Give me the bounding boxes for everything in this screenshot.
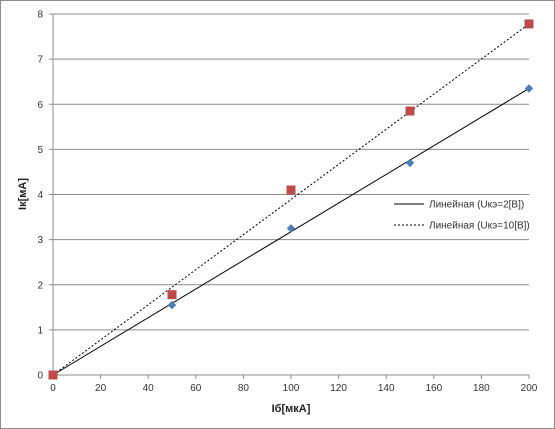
y-tick-label: 4	[37, 190, 43, 201]
data-point-square	[48, 370, 58, 380]
y-axis-title: Iк[мА]	[17, 178, 29, 210]
x-tick-label: 160	[425, 383, 442, 394]
data-point-square	[167, 290, 177, 300]
y-tick-label: 5	[37, 145, 43, 156]
y-tick-label: 6	[37, 100, 43, 111]
x-tick-label: 60	[190, 383, 202, 394]
data-point-square	[524, 19, 534, 29]
x-tick-label: 40	[143, 383, 155, 394]
data-point-square	[405, 106, 415, 116]
x-tick-label: 120	[330, 383, 347, 394]
data-point-diamond	[405, 158, 415, 168]
data-point-diamond	[286, 224, 296, 233]
x-tick-label: 180	[473, 383, 490, 394]
x-tick-label: 200	[521, 383, 538, 394]
y-tick-label: 8	[37, 10, 43, 21]
y-tick-label: 1	[37, 325, 43, 336]
y-tick-label: 7	[37, 55, 43, 66]
axes	[49, 13, 530, 379]
x-tick-label: 80	[238, 383, 250, 394]
data-point-square	[286, 185, 296, 195]
legend-label: Линейная (Uкэ=2[B])	[429, 200, 524, 211]
x-tick-label: 0	[50, 383, 56, 394]
y-tick-label: 3	[37, 235, 43, 246]
x-tick-label: 140	[378, 383, 395, 394]
data-point-diamond	[524, 84, 534, 93]
legend-label: Линейная (Uкэ=10[B])	[429, 221, 530, 232]
y-tick-label: 0	[37, 371, 43, 382]
x-axis-title: Iб[мкА]	[272, 403, 311, 415]
y-tick-label: 2	[37, 280, 43, 291]
gridlines	[53, 13, 529, 331]
data-point-diamond	[167, 300, 177, 310]
x-tick-label: 20	[95, 383, 107, 394]
x-tick-label: 100	[283, 383, 300, 394]
legend: Линейная (Uкэ=2[B]) Линейная (Uкэ=10[B])	[394, 200, 530, 232]
trendline-dashed	[52, 23, 530, 376]
data-points	[48, 19, 534, 380]
